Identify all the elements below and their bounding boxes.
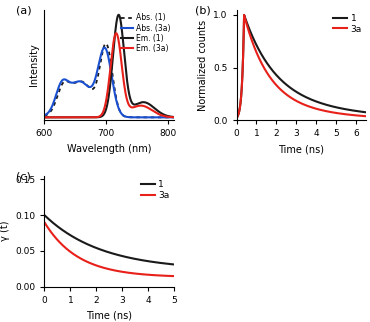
1 <box>360 110 365 114</box>
1 <box>131 257 136 260</box>
1 <box>241 53 245 57</box>
3a <box>242 13 246 17</box>
1 <box>95 246 99 250</box>
1 <box>42 213 47 217</box>
Text: (b): (b) <box>195 5 211 15</box>
3a <box>364 114 369 118</box>
1 <box>144 259 148 263</box>
1 <box>172 262 176 266</box>
Line: 1: 1 <box>44 215 174 264</box>
3a <box>56 238 60 242</box>
1 <box>297 92 302 96</box>
Legend: 1, 3a: 1, 3a <box>333 14 362 33</box>
Text: (a): (a) <box>16 5 31 15</box>
1 <box>56 224 60 228</box>
3a <box>297 101 302 105</box>
1 <box>242 13 246 17</box>
Legend: Abs. (1), Abs. (3a), Em. (1), Em. (3a): Abs. (1), Abs. (3a), Em. (1), Em. (3a) <box>121 14 170 53</box>
3a <box>360 114 365 118</box>
1 <box>234 116 239 120</box>
3a <box>294 99 299 103</box>
3a <box>172 274 176 278</box>
1 <box>337 106 341 110</box>
X-axis label: Wavelength (nm): Wavelength (nm) <box>67 144 152 154</box>
X-axis label: Time (ns): Time (ns) <box>86 310 132 320</box>
3a <box>234 116 239 120</box>
3a <box>131 271 136 275</box>
1 <box>100 248 104 252</box>
Text: (c): (c) <box>16 171 31 181</box>
1 <box>146 259 150 263</box>
X-axis label: Time (ns): Time (ns) <box>278 144 324 154</box>
3a <box>337 111 341 115</box>
3a <box>144 273 148 277</box>
3a <box>95 264 99 268</box>
1 <box>364 110 369 114</box>
Y-axis label: γ (t): γ (t) <box>0 221 10 242</box>
Line: 3a: 3a <box>44 222 174 276</box>
Legend: 1, 3a: 1, 3a <box>141 180 170 200</box>
3a <box>360 114 365 118</box>
Line: 1: 1 <box>236 15 366 118</box>
3a <box>146 273 150 277</box>
1 <box>360 110 365 114</box>
Y-axis label: Normalized counts: Normalized counts <box>198 20 208 110</box>
3a <box>100 265 104 269</box>
3a <box>42 220 47 224</box>
Y-axis label: Intensity: Intensity <box>29 44 39 86</box>
Line: 3a: 3a <box>236 15 366 118</box>
1 <box>294 90 299 94</box>
3a <box>241 53 245 57</box>
